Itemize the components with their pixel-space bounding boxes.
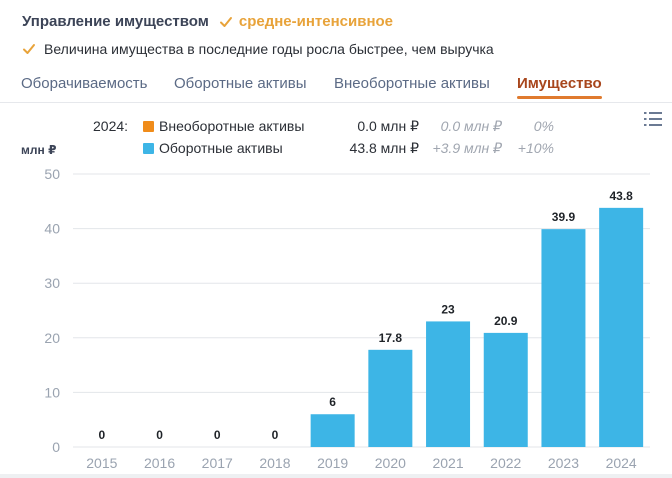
x-tick-label: 2015 — [86, 455, 117, 471]
check-icon — [23, 44, 35, 54]
tab-property[interactable]: Имущество — [517, 75, 602, 99]
y-tick-label: 50 — [44, 166, 60, 182]
legend-series-change: 0.0 млн ₽ — [440, 118, 502, 134]
tab-bar: Оборачиваемость Оборотные активы Внеобор… — [0, 73, 672, 103]
x-tick-label: 2022 — [490, 455, 521, 471]
legend-series-value: 0.0 млн ₽ — [357, 118, 419, 134]
x-tick-label: 2016 — [144, 455, 175, 471]
y-tick-label: 10 — [44, 384, 60, 400]
section-title: Управление имуществом — [22, 13, 209, 30]
legend-series-pct: +10% — [517, 140, 554, 156]
x-tick-label: 2021 — [432, 455, 463, 471]
data-label: 0 — [156, 428, 163, 442]
list-menu-icon[interactable] — [644, 111, 662, 127]
data-label: 20.9 — [494, 314, 518, 328]
legend-series-name: Внеоборотные активы — [159, 118, 305, 134]
data-label: 17.8 — [379, 331, 403, 345]
data-label: 39.9 — [552, 210, 576, 224]
y-tick-label: 40 — [44, 221, 60, 237]
header: Управление имуществом средне-интенсивное — [22, 13, 393, 30]
legend-row-current: Оборотные активы 43.8 млн ₽ +3.9 млн ₽ +… — [0, 140, 672, 162]
tab-turnover[interactable]: Оборачиваемость — [21, 75, 148, 92]
bar-current-2021 — [426, 321, 471, 447]
bar-current-2019 — [310, 414, 355, 447]
y-tick-label: 20 — [44, 330, 60, 346]
legend-swatch-noncurrent — [143, 121, 154, 132]
data-label: 0 — [214, 428, 221, 442]
tab-current-assets[interactable]: Оборотные активы — [174, 75, 307, 92]
data-label: 43.8 — [609, 189, 633, 203]
check-icon — [219, 16, 232, 27]
x-tick-label: 2018 — [259, 455, 290, 471]
bar-current-2023 — [541, 229, 586, 447]
y-tick-label: 30 — [44, 275, 60, 291]
bar-current-2020 — [368, 349, 413, 447]
insight-text: Величина имущества в последние годы росл… — [44, 41, 494, 57]
legend-series-pct: 0% — [533, 118, 554, 134]
data-label: 23 — [441, 302, 455, 316]
rating-badge: средне-интенсивное — [238, 13, 394, 30]
x-tick-label: 2017 — [202, 455, 233, 471]
legend-year: 2024: — [93, 118, 129, 134]
y-axis-unit: млн ₽ — [21, 143, 57, 157]
legend-series-name: Оборотные активы — [159, 140, 283, 156]
bottom-strip — [0, 474, 672, 478]
data-label: 6 — [329, 395, 336, 409]
bar-current-2024 — [599, 207, 644, 447]
x-tick-label: 2020 — [375, 455, 406, 471]
y-tick-label: 0 — [52, 439, 60, 455]
data-label: 0 — [99, 428, 106, 442]
insight-note: Величина имущества в последние годы росл… — [22, 41, 494, 57]
legend-series-value: 43.8 млн ₽ — [349, 140, 419, 156]
tab-noncurrent-assets[interactable]: Внеоборотные активы — [334, 75, 490, 92]
data-label: 0 — [272, 428, 279, 442]
x-tick-label: 2019 — [317, 455, 348, 471]
bar-current-2022 — [483, 332, 528, 447]
legend-row-noncurrent: 2024: Внеоборотные активы 0.0 млн ₽ 0.0 … — [0, 118, 672, 140]
legend-swatch-current — [143, 143, 154, 154]
legend-series-change: +3.9 млн ₽ — [432, 140, 502, 156]
x-tick-label: 2023 — [548, 455, 579, 471]
x-tick-label: 2024 — [606, 455, 637, 471]
